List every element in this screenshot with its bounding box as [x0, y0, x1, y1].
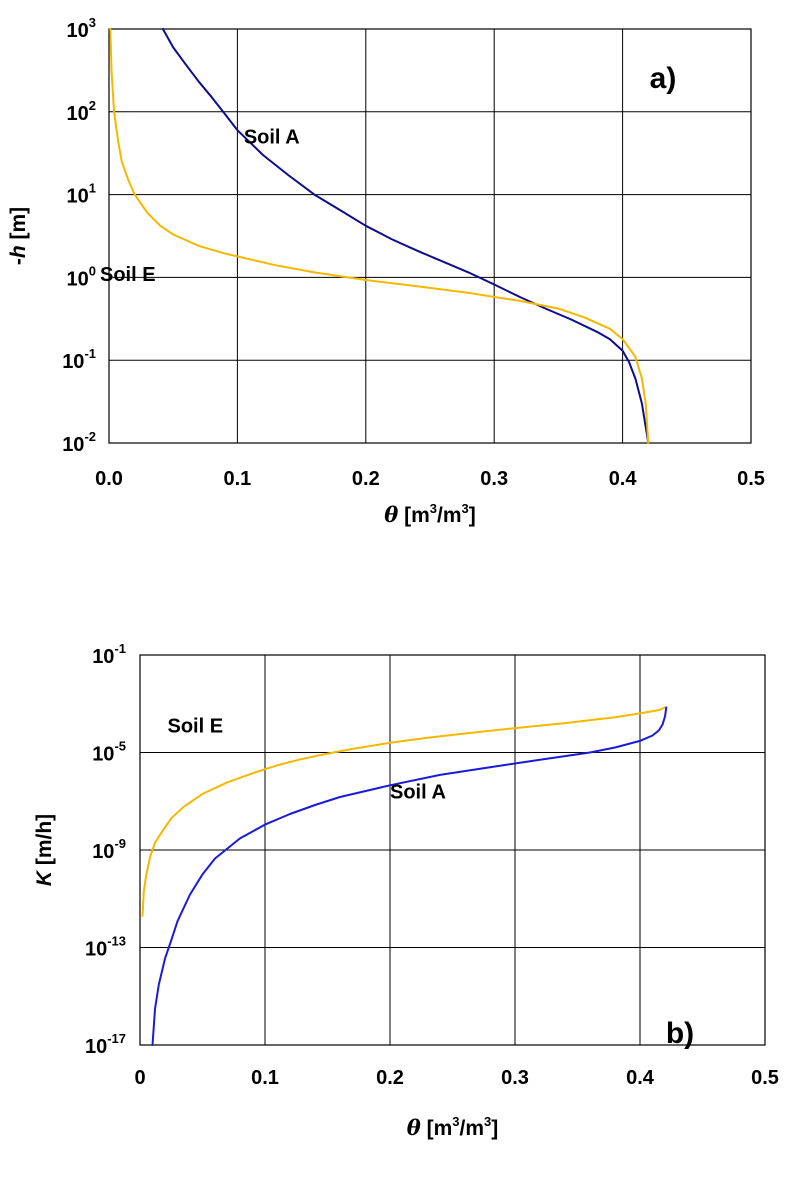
x-tick-label: 0.1 [251, 1067, 279, 1089]
x-tick-label: 0.1 [223, 468, 251, 490]
x-tick-label: 0.4 [609, 468, 638, 490]
x-tick-label: 0.0 [95, 468, 123, 490]
series-line-soil-e [109, 28, 650, 444]
y-tick-label: 10-1 [62, 346, 96, 373]
y-tick-label: 103 [67, 15, 96, 42]
y-tick-label: 101 [67, 181, 96, 208]
y-tick-label: 102 [67, 98, 96, 125]
panel-label: b) [666, 1017, 694, 1050]
chart-panel-b: 0 0.1 0.2 0.3 0.4 0.5 10-17 10-13 10-9 10-5 10-1 θ … [33, 641, 779, 1140]
series-line-soil-a [161, 28, 650, 444]
x-tick-label: 0.4 [626, 1067, 655, 1089]
x-tick-label: 0.3 [501, 1067, 529, 1089]
x-tick-label: 0.2 [352, 468, 380, 490]
y-tick-label: 10-5 [92, 739, 126, 766]
x-tick-label: 0.2 [376, 1067, 404, 1089]
x-axis-label: θ [m3/m3] [407, 1114, 499, 1140]
panel-label: a) [650, 62, 677, 95]
y-axis-label: K [m/h] [33, 814, 56, 886]
series-line-soil-a [151, 706, 668, 1046]
annotation-soil-e: Soil E [100, 264, 156, 286]
x-tick-label: 0.5 [737, 468, 765, 490]
y-tick-label: 10-2 [62, 429, 96, 456]
x-tick-label: 0.5 [751, 1067, 779, 1089]
series-line-soil-e [141, 706, 666, 917]
x-axis-label: θ [m3/m3] [384, 501, 476, 527]
y-axis-label: -h [m] [7, 207, 30, 265]
x-tick-label: 0.3 [480, 468, 508, 490]
annotation-soil-a: Soil A [244, 127, 300, 149]
plot-frame [108, 28, 752, 444]
y-tick-label: 10-1 [92, 641, 126, 668]
plot-frame [139, 654, 766, 1046]
y-tick-label: 10-13 [85, 934, 126, 961]
y-tick-label: 100 [67, 263, 96, 290]
chart-panel-a: 0.0 0.1 0.2 0.3 0.4 0.5 10-2 10-1 100 101 102 103 θ … [7, 15, 765, 527]
x-tick-label: 0 [134, 1067, 145, 1089]
annotation-soil-a: Soil A [390, 782, 446, 804]
y-tick-label: 10-9 [92, 836, 126, 863]
annotation-soil-e: Soil E [168, 715, 224, 737]
y-tick-label: 10-17 [85, 1031, 126, 1058]
grid [139, 654, 766, 1046]
